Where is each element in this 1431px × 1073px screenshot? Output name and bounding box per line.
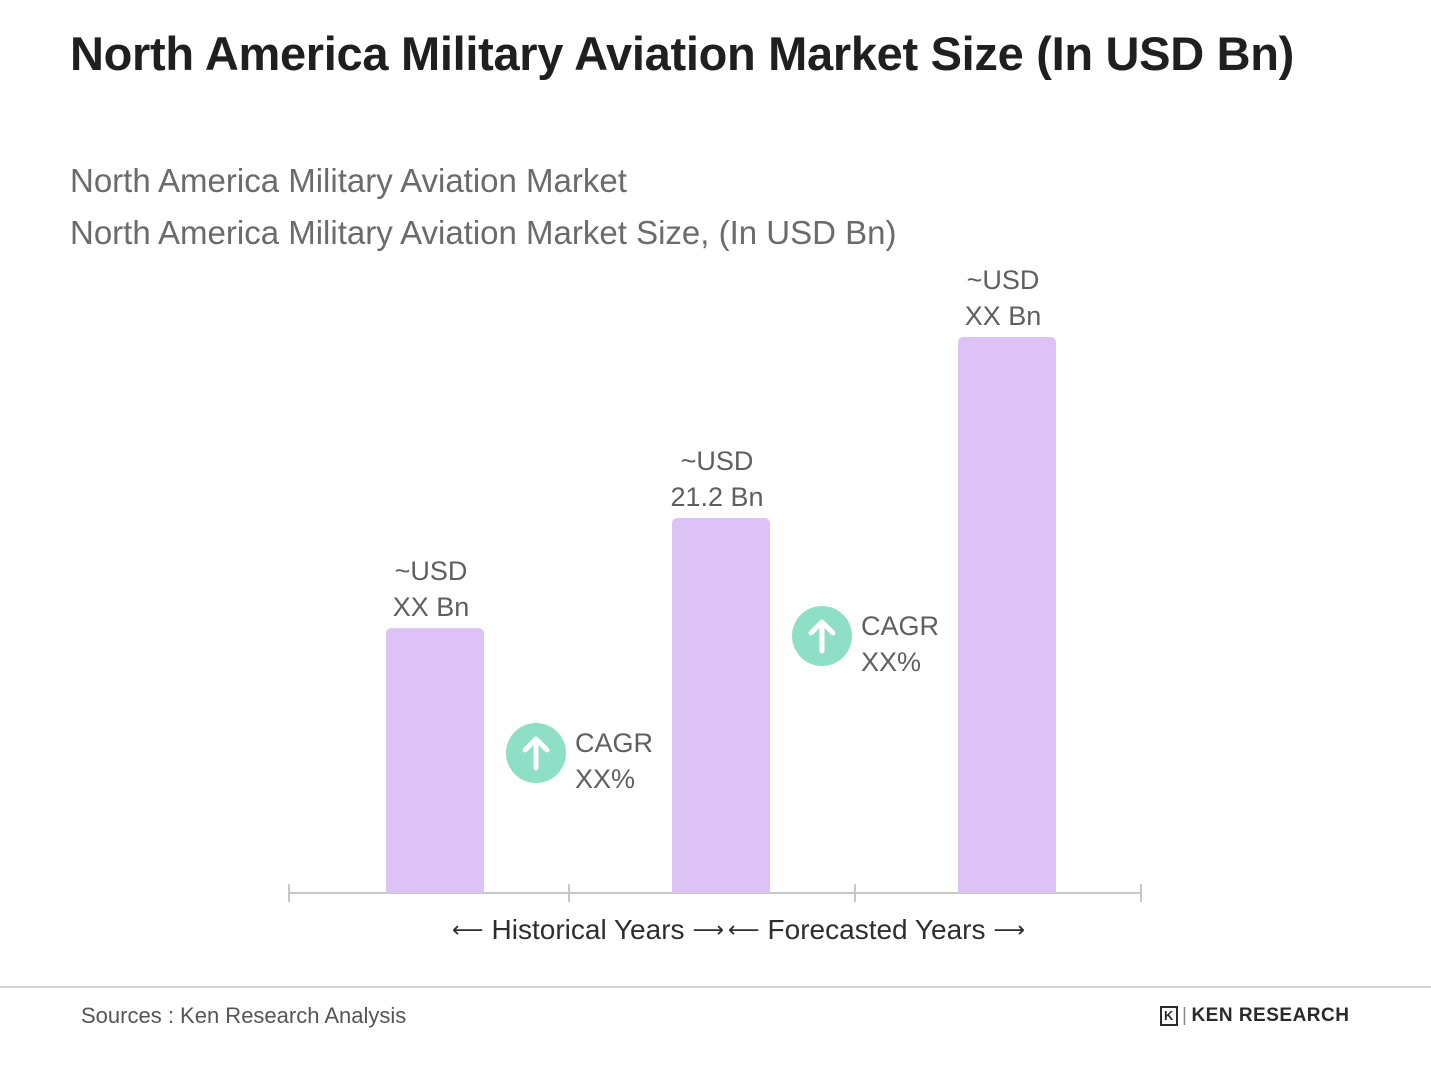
- bar-label-top-2: ~USD: [967, 265, 1040, 295]
- logo-mark-icon: K: [1160, 1006, 1178, 1026]
- cagr-arrow-glyph-1: [808, 619, 836, 654]
- bar-0: [386, 628, 484, 893]
- cagr-value-0: XX%: [575, 764, 635, 794]
- right-arrow-icon: ⟶: [692, 917, 725, 942]
- xlabel-forecasted-text: Forecasted Years: [767, 914, 986, 945]
- bar-chart: ~USD XX Bn ~USD 21.2 Bn ~USD XX Bn CAGR XX% CAGR…: [288, 265, 1142, 902]
- xlabel-forecasted: ⟵ Forecasted Years ⟶: [728, 914, 1025, 946]
- logo-text: KEN RESEARCH: [1191, 1005, 1350, 1026]
- cagr-value-1: XX%: [861, 647, 921, 677]
- right-arrow-icon: ⟶: [993, 917, 1026, 942]
- cagr-arrow-glyph-0: [522, 736, 550, 771]
- chart-title: North America Military Aviation Market S…: [70, 27, 1294, 80]
- bar-1: [672, 517, 770, 893]
- chart-subtitle-2: North America Military Aviation Market S…: [70, 214, 897, 251]
- bar-label-value-2: XX Bn: [965, 301, 1042, 331]
- xlabel-historical-text: Historical Years: [491, 914, 685, 945]
- left-arrow-icon: ⟵: [452, 917, 484, 942]
- bar-label-value-0: XX Bn: [393, 592, 470, 622]
- cagr-label-0: CAGR: [575, 728, 653, 758]
- cagr-label-1: CAGR: [861, 611, 939, 641]
- chart-subtitle: North America Military Aviation Market: [70, 162, 627, 199]
- left-arrow-icon: ⟵: [728, 917, 760, 942]
- bar-label-value-1: 21.2 Bn: [670, 482, 763, 512]
- footer-divider: [0, 986, 1431, 988]
- source-note: Sources : Ken Research Analysis: [81, 1003, 407, 1028]
- bar-label-top-0: ~USD: [395, 556, 468, 586]
- xlabel-historical: ⟵ Historical Years ⟶: [452, 914, 724, 946]
- ken-research-logo: K | KEN RESEARCH: [1160, 1005, 1349, 1027]
- logo-separator: |: [1182, 1005, 1188, 1026]
- bar-2: [958, 337, 1056, 893]
- bar-label-top-1: ~USD: [681, 446, 754, 476]
